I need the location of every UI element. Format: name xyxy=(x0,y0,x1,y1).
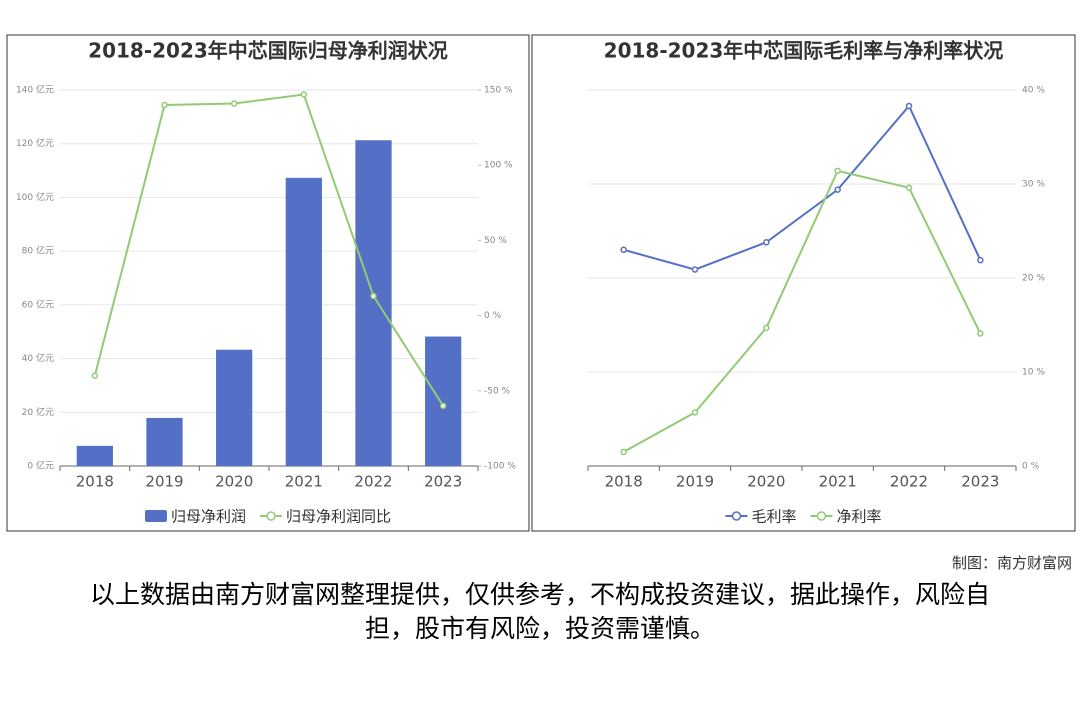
bar xyxy=(285,177,322,466)
line xyxy=(623,169,982,453)
x-tick-label: 2019 xyxy=(676,473,714,491)
y2-tick-label: 150 % xyxy=(484,86,513,96)
x-tick-label: 2019 xyxy=(145,473,183,491)
bar xyxy=(216,349,253,466)
y-tick-label: 20 亿元 xyxy=(22,406,54,418)
y2-tick-label: -50 % xyxy=(484,386,511,396)
y-tick-label: 100 亿元 xyxy=(16,191,54,203)
point xyxy=(763,324,770,332)
y-tick-label: 80 亿元 xyxy=(22,245,54,257)
point xyxy=(691,266,699,273)
y-tick-label: 140 亿元 xyxy=(16,84,54,96)
point xyxy=(91,372,99,380)
x-tick-label: 2022 xyxy=(354,473,392,491)
line xyxy=(93,93,445,407)
y2-tick-label: 40 % xyxy=(1022,86,1045,96)
x-tick-label: 2018 xyxy=(76,473,114,491)
x-tick-label: 2022 xyxy=(890,473,928,491)
line xyxy=(623,104,982,271)
point xyxy=(439,402,447,410)
legend-label: 归母净利润同比 xyxy=(286,508,391,526)
x-tick-label: 2021 xyxy=(285,473,323,491)
point xyxy=(977,256,984,264)
y2-tick-label: -100 % xyxy=(484,462,516,472)
y2-tick-label: 30 % xyxy=(1022,180,1045,190)
point xyxy=(161,101,168,109)
charts: 2018-2023年中芯国际归母净利润状况 0 亿元 20 亿元 40 亿元 60 亿元… xyxy=(6,34,1076,532)
point xyxy=(370,292,377,300)
y2-tick-label: 10 % xyxy=(1022,368,1045,378)
x-tick-label: 2020 xyxy=(215,473,253,491)
x-tick-label: 2020 xyxy=(747,473,785,491)
point xyxy=(905,102,913,110)
bar xyxy=(76,445,113,466)
point xyxy=(763,239,770,246)
legend-marker xyxy=(816,511,827,521)
chart-title: 2018-2023年中芯国际归母净利润状况 xyxy=(88,39,448,63)
y2-tick-label: 0 % xyxy=(1022,462,1040,472)
legend: 毛利率 净利率 xyxy=(725,508,882,526)
panel-frame xyxy=(531,34,1076,532)
point xyxy=(905,184,913,192)
legend-marker xyxy=(144,510,167,522)
legend-label: 归母净利润 xyxy=(171,508,246,526)
y-tick-label: 40 亿元 xyxy=(22,352,54,364)
x-tick-label: 2018 xyxy=(605,473,643,491)
y-tick-label: 120 亿元 xyxy=(16,137,54,149)
y-tick-label: 60 亿元 xyxy=(22,298,54,310)
point xyxy=(300,91,308,98)
bar xyxy=(355,140,392,467)
point xyxy=(230,100,238,107)
legend-marker xyxy=(731,511,742,521)
x-tick-label: 2023 xyxy=(961,473,999,491)
disclaimer: 以上数据由南方财富网整理提供，仅供参考，不构成投资建议，据此操作，风险自担，股市… xyxy=(89,580,990,643)
bar xyxy=(425,336,462,466)
point xyxy=(691,409,699,416)
point xyxy=(834,186,841,193)
panel-frame xyxy=(6,34,530,532)
credit: 制图：南方财富网 xyxy=(951,554,1072,572)
y2-tick-label: 100 % xyxy=(484,161,513,171)
legend-label: 毛利率 xyxy=(751,508,796,526)
legend-label: 净利率 xyxy=(837,508,882,526)
point xyxy=(834,167,841,175)
legend: 归母净利润 归母净利润同比 xyxy=(144,508,391,526)
chart-title: 2018-2023年中芯国际毛利率与净利率状况 xyxy=(604,39,1004,63)
x-tick-label: 2023 xyxy=(424,473,462,491)
point xyxy=(977,330,984,337)
y2-tick-label: 20 % xyxy=(1022,274,1045,284)
y-tick-label: 0 亿元 xyxy=(27,460,54,472)
point xyxy=(620,246,627,254)
x-tick-label: 2021 xyxy=(819,473,857,491)
legend-marker xyxy=(266,511,276,521)
y2-tick-label: 0 % xyxy=(484,311,502,321)
point xyxy=(620,448,627,456)
y2-tick-label: 50 % xyxy=(484,236,507,246)
bar xyxy=(146,417,183,466)
